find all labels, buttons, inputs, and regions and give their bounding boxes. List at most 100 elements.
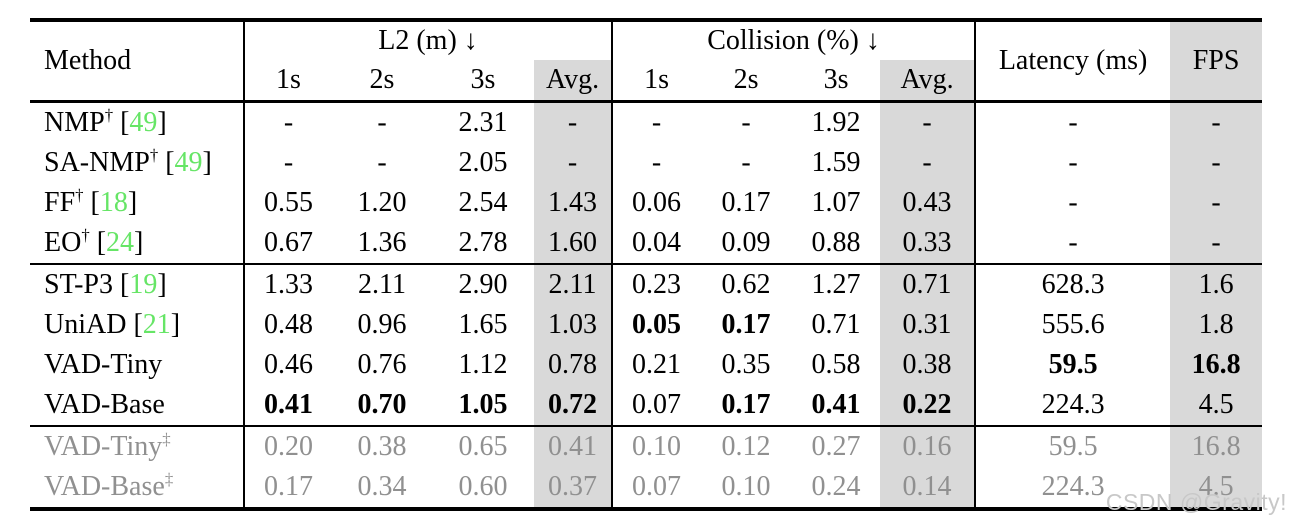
citation-number: 18 <box>99 187 128 218</box>
method-marker: † <box>104 105 114 125</box>
table-row: VAD-Tiny‡ 0.20 0.38 0.65 0.41 0.10 0.12 0.27 0.1… <box>30 426 1263 467</box>
value-cell: 1.65 <box>458 309 508 340</box>
value-cell: 0.67 <box>264 227 313 258</box>
value-cell: 0.43 <box>880 183 977 223</box>
header-fps: FPS <box>1170 20 1263 102</box>
value-cell: 2.90 <box>458 269 508 300</box>
value-cell: 0.35 <box>721 349 771 380</box>
value-cell: 224.3 <box>1041 471 1105 502</box>
method-name: VAD-Tiny <box>44 349 163 380</box>
table-row: VAD-Base 0.41 0.70 1.05 0.72 0.07 0.17 0.41 0.22… <box>30 385 1263 426</box>
method-cell: UniAD [21] <box>30 305 245 345</box>
value-cell: 0.62 <box>721 269 771 300</box>
value-cell: - <box>1170 183 1263 223</box>
method-cell: FF† [18] <box>30 183 245 223</box>
value-cell: 0.09 <box>721 227 771 258</box>
value-cell: 1.33 <box>264 269 313 300</box>
table-row: SA-NMP† [49] - -2.05- - -1.59- - - <box>30 143 1263 183</box>
header-collision-2s: 2s <box>733 64 759 95</box>
method-marker: † <box>81 225 90 245</box>
header-collision-3s: 3s <box>823 64 849 95</box>
value-cell: 0.34 <box>357 471 407 502</box>
value-cell: - <box>283 147 294 178</box>
value-cell: - <box>741 107 751 138</box>
value-cell: 0.24 <box>811 471 861 502</box>
method-marker: † <box>149 145 159 165</box>
table-row: FF† [18] 0.55 1.20 2.54 1.43 0.06 0.17 1.07 0.43… <box>30 183 1263 223</box>
value-cell: 0.10 <box>721 471 771 502</box>
value-cell: - <box>1068 187 1078 218</box>
value-cell: 0.41 <box>534 426 614 467</box>
value-cell: - <box>377 147 387 178</box>
table-row: EO† [24] 0.67 1.36 2.78 1.60 0.04 0.09 0.88 0.33… <box>30 223 1263 264</box>
value-cell: 0.07 <box>632 471 682 502</box>
header-collision-group: Collision (%) ↓ <box>612 20 977 60</box>
row-group-1: NMP† [49] - -2.31- - -1.92- - - SA-NMP† [49] - -2… <box>30 101 1263 264</box>
header-row-groups: Method L2 (m) ↓ Collision (%) ↓ Latency … <box>30 20 1263 102</box>
value-cell: 0.17 <box>721 389 771 420</box>
value-cell: 1.05 <box>458 389 508 420</box>
value-cell: 0.07 <box>632 389 682 420</box>
table-header: Method L2 (m) ↓ Collision (%) ↓ Latency … <box>30 20 1263 102</box>
method-marker: ‡ <box>162 429 171 449</box>
value-cell: - <box>651 107 662 138</box>
value-cell: 16.8 <box>1170 345 1263 385</box>
value-cell: 0.17 <box>264 471 313 502</box>
header-method: Method <box>30 20 245 102</box>
value-cell: 1.12 <box>458 349 508 380</box>
value-cell: - <box>741 147 751 178</box>
value-cell: 1.03 <box>534 305 614 345</box>
value-cell: 628.3 <box>1041 269 1105 300</box>
citation-number: 49 <box>174 147 203 178</box>
value-cell: - <box>534 143 614 183</box>
value-cell: 1.6 <box>1170 264 1263 305</box>
value-cell: 0.48 <box>264 309 313 340</box>
value-cell: 1.07 <box>811 187 861 218</box>
value-cell: 2.11 <box>534 264 614 305</box>
table-row: UniAD [21] 0.48 0.96 1.65 1.03 0.05 0.17 0.71 0.… <box>30 305 1263 345</box>
value-cell: 0.20 <box>264 431 313 462</box>
value-cell: 16.8 <box>1170 426 1263 467</box>
value-cell: 0.10 <box>632 431 682 462</box>
value-cell: 0.76 <box>357 349 407 380</box>
method-cell: VAD-Base‡ <box>30 467 245 509</box>
results-table-container: Method L2 (m) ↓ Collision (%) ↓ Latency … <box>30 18 1263 511</box>
value-cell: 4.5 <box>1170 467 1263 509</box>
value-cell: 0.71 <box>811 309 861 340</box>
value-cell: 59.5 <box>1048 431 1098 462</box>
value-cell: 0.96 <box>357 309 407 340</box>
value-cell: 2.78 <box>458 227 508 258</box>
value-cell: - <box>880 101 977 143</box>
method-name: EO <box>44 227 82 258</box>
citation-number: 49 <box>129 107 158 138</box>
value-cell: - <box>1170 143 1263 183</box>
value-cell: 0.12 <box>721 431 771 462</box>
method-name: NMP <box>44 107 105 138</box>
value-cell: 0.06 <box>632 187 682 218</box>
header-l2-avg: Avg. <box>534 60 614 102</box>
table-row: ST-P3 [19] 1.33 2.11 2.90 2.11 0.23 0.62 1.27 0.… <box>30 264 1263 305</box>
value-cell: 1.60 <box>534 223 614 264</box>
value-cell: - <box>1068 147 1078 178</box>
method-cell: NMP† [49] <box>30 101 245 143</box>
value-cell: 224.3 <box>1041 389 1105 420</box>
value-cell: - <box>1170 223 1263 264</box>
citation-number: 19 <box>129 269 158 300</box>
method-marker: ‡ <box>164 469 174 489</box>
value-cell: 0.55 <box>264 187 313 218</box>
value-cell: - <box>377 107 387 138</box>
citation-number: 21 <box>142 309 171 340</box>
value-cell: - <box>1068 227 1078 258</box>
value-cell: 2.11 <box>358 269 406 300</box>
value-cell: 1.43 <box>534 183 614 223</box>
value-cell: 0.21 <box>632 349 682 380</box>
header-l2-3s: 3s <box>470 64 496 95</box>
value-cell: 0.14 <box>880 467 977 509</box>
value-cell: 0.78 <box>534 345 614 385</box>
value-cell: - <box>880 143 977 183</box>
value-cell: 0.22 <box>880 385 977 426</box>
value-cell: 555.6 <box>1041 309 1105 340</box>
watermark: CSDN @Gravity! <box>1105 489 1287 515</box>
table-row: VAD-Tiny 0.46 0.76 1.12 0.78 0.21 0.35 0.58 0.38… <box>30 345 1263 385</box>
